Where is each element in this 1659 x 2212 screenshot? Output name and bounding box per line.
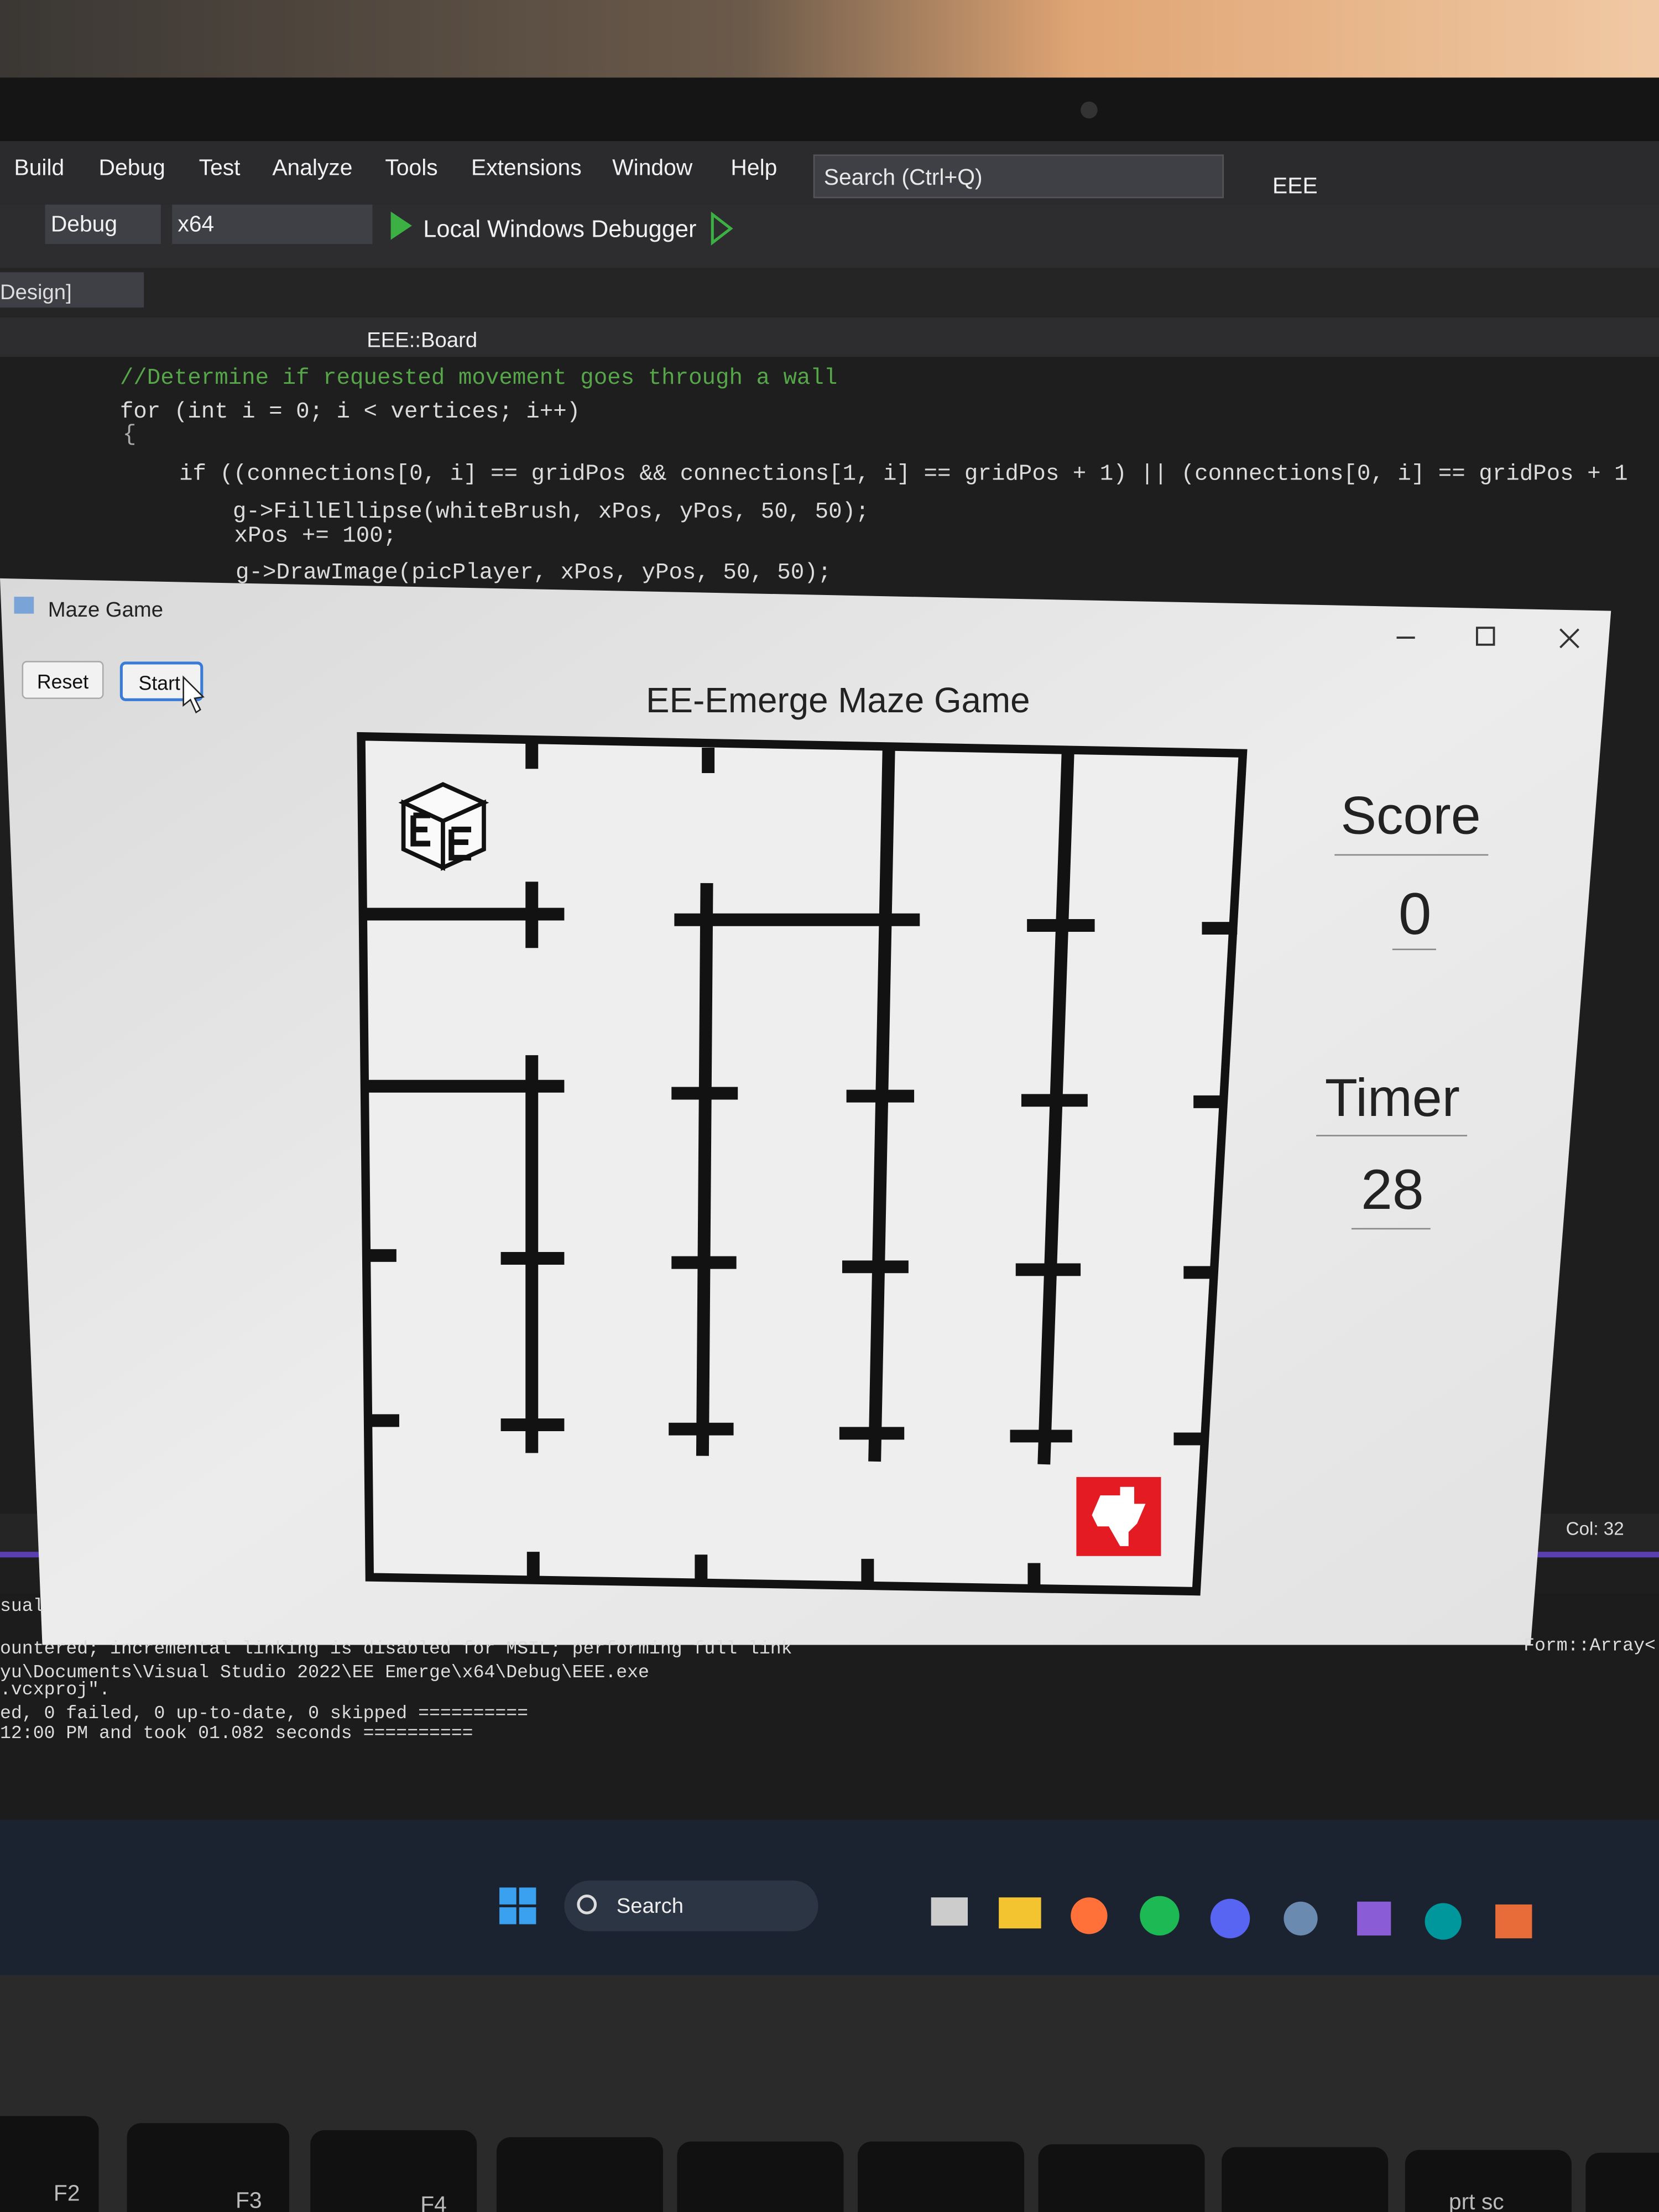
code-line: xPos += 100; xyxy=(234,524,397,549)
menu-item[interactable]: Extensions xyxy=(471,154,582,180)
menu-item[interactable]: Help xyxy=(731,154,777,180)
platform-label: x64 xyxy=(178,211,214,236)
code-line: g->FillEllipse(whiteBrush, xPos, yPos, 5… xyxy=(233,499,869,525)
mouse-cursor xyxy=(182,675,205,714)
goal-icon xyxy=(1076,1477,1161,1556)
timer-value: 28 xyxy=(1361,1158,1424,1221)
start-button[interactable] xyxy=(499,1887,536,1924)
timer-label: Timer xyxy=(1325,1067,1460,1128)
reset-button[interactable] xyxy=(22,661,104,700)
output-line: ed, 0 failed, 0 up-to-date, 0 skipped ==… xyxy=(0,1703,528,1724)
platform-dropdown[interactable] xyxy=(172,204,373,244)
navigation-bar xyxy=(0,317,1659,357)
output-line: ountered; incremental linking is disable… xyxy=(0,1638,792,1659)
run-icon[interactable] xyxy=(390,211,412,240)
search-placeholder: Search (Ctrl+Q) xyxy=(824,164,983,190)
menu-item[interactable]: Debug xyxy=(99,154,165,180)
config-dropdown[interactable] xyxy=(45,204,161,244)
window-icon xyxy=(14,597,34,614)
taskbar xyxy=(0,1819,1659,1975)
code-editor xyxy=(0,357,1659,597)
key-label: prt sc xyxy=(1449,2189,1504,2212)
score-label: Score xyxy=(1340,785,1480,846)
menu-item[interactable]: Build xyxy=(14,154,65,180)
output-line: 12:00 PM and took 01.082 seconds =======… xyxy=(0,1723,473,1744)
maze xyxy=(357,732,1248,1596)
start-button[interactable] xyxy=(119,661,204,701)
config-label: Debug xyxy=(51,211,117,236)
code-line: { xyxy=(123,422,136,447)
solution-name: EEE xyxy=(1272,173,1318,198)
debugger-label[interactable]: Local Windows Debugger xyxy=(423,216,696,243)
start-label[interactable]: Start xyxy=(139,672,180,694)
status-col: Col: 32 xyxy=(1566,1519,1624,1540)
search-icon xyxy=(577,1895,597,1914)
menu-item[interactable]: Window xyxy=(612,154,693,180)
key-label: F4 xyxy=(420,2192,447,2212)
navigation-label: EEE::Board xyxy=(367,328,477,352)
code-line: g->DrawImage(picPlayer, xPos, yPos, 50, … xyxy=(236,560,831,586)
run-icon[interactable] xyxy=(711,211,733,246)
output-line: sual xyxy=(0,1595,44,1616)
taskbar-search-label[interactable]: Search xyxy=(617,1894,684,1918)
key-label: F3 xyxy=(236,2187,262,2212)
tab[interactable] xyxy=(0,272,144,308)
search-box[interactable] xyxy=(813,154,1224,199)
menu-item[interactable]: Tools xyxy=(385,154,437,180)
menu-item[interactable]: Analyze xyxy=(272,154,352,180)
tab-label: Design] xyxy=(0,280,72,304)
tab-bar xyxy=(0,268,1659,317)
game-title: EE-Emerge Maze Game xyxy=(646,680,1030,720)
maximize-button[interactable] xyxy=(1476,627,1495,646)
code-line: if ((connections[0, i] == gridPos && con… xyxy=(179,461,1628,487)
taskbar-apps[interactable] xyxy=(931,1896,1532,1940)
bezel xyxy=(0,77,1659,148)
reset-label[interactable]: Reset xyxy=(37,671,88,693)
close-button[interactable] xyxy=(1559,628,1579,649)
keys xyxy=(0,2116,1659,2212)
side-text: Form::Array< xyxy=(1524,1635,1656,1656)
background xyxy=(0,0,1659,85)
menu-item[interactable]: Test xyxy=(199,154,241,180)
key-label: F2 xyxy=(54,2180,80,2206)
taskbar-search[interactable] xyxy=(564,1880,818,1932)
window-title: Maze Game xyxy=(48,598,163,622)
output-line: yu\Documents\Visual Studio 2022\EE Emerg… xyxy=(0,1662,649,1683)
code-line: //Determine if requested movement goes t… xyxy=(120,366,838,391)
score-value: 0 xyxy=(1399,880,1432,947)
code-line: for (int i = 0; i < vertices; i++) xyxy=(120,399,580,425)
camera xyxy=(1081,101,1098,119)
output-line: .vcxproj". xyxy=(0,1679,110,1700)
player-icon xyxy=(398,782,489,871)
